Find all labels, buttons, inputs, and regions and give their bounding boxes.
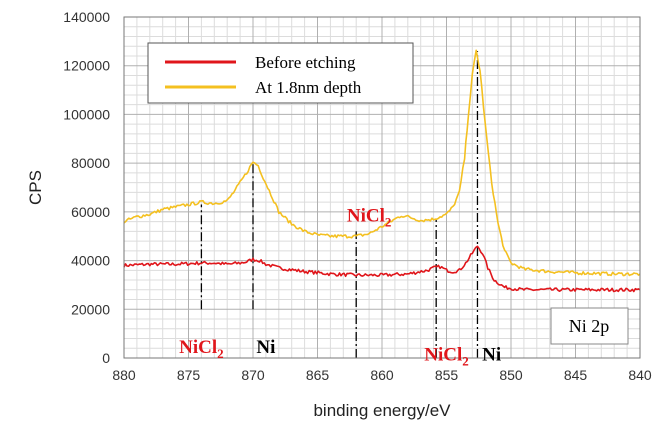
legend-label: At 1.8nm depth (255, 78, 362, 97)
region-label-frame (550, 307, 629, 345)
x-tick-label: 880 (112, 367, 136, 383)
x-tick-label: 860 (370, 367, 394, 383)
y-tick-label: 20000 (71, 301, 110, 317)
x-tick-label: 870 (241, 367, 265, 383)
plot-border (123, 16, 641, 359)
series-line-2 (123, 49, 641, 277)
peak-annotation: Ni (256, 337, 275, 358)
x-tick-label: 875 (177, 367, 201, 383)
y-tick-label: 60000 (71, 204, 110, 220)
y-tick-label: 100000 (63, 106, 110, 122)
annotation-text: NiCl (424, 344, 462, 365)
x-tick-label: 855 (435, 367, 459, 383)
y-tick-label: 120000 (63, 58, 110, 74)
x-tick-label: 840 (628, 367, 652, 383)
y-axis-title: CPS (26, 170, 45, 205)
y-tick-label: 80000 (71, 155, 110, 171)
legend: Before etching At 1.8nm depth (147, 42, 414, 104)
annotation-subscript: 2 (217, 346, 224, 361)
x-axis-title: binding energy/eV (313, 401, 451, 420)
peak-annotation: NiCl2 (179, 337, 224, 361)
series-lines (123, 49, 641, 293)
y-tick-labels: 0 20000 40000 60000 80000 100000 120000 140000 (63, 9, 110, 366)
annotation-text: NiCl (347, 206, 385, 227)
peak-annotation: NiCl2 (347, 206, 392, 230)
y-tick-label: 40000 (71, 253, 110, 269)
reference-lines (200, 51, 479, 358)
x-tick-label: 850 (499, 367, 523, 383)
series-line-1 (123, 245, 641, 293)
annotation-subscript: 2 (462, 353, 469, 368)
y-tick-label: 140000 (63, 9, 110, 25)
legend-box (147, 42, 414, 104)
y-tick-label: 0 (102, 350, 110, 366)
x-tick-label: 845 (564, 367, 588, 383)
annotation-text: NiCl (179, 337, 217, 358)
legend-label: Before etching (255, 53, 356, 72)
region-label-box: Ni 2p (550, 307, 629, 345)
peak-annotation: Ni (482, 344, 501, 365)
region-label: Ni 2p (569, 316, 610, 336)
x-tick-labels: 880 875 870 865 860 855 850 845 840 (112, 367, 652, 383)
x-tick-label: 865 (306, 367, 330, 383)
annotation-subscript: 2 (385, 215, 392, 230)
annotation-text: Ni (256, 337, 275, 358)
peak-annotation: NiCl2 (424, 344, 469, 368)
annotation-text: Ni (482, 344, 501, 365)
